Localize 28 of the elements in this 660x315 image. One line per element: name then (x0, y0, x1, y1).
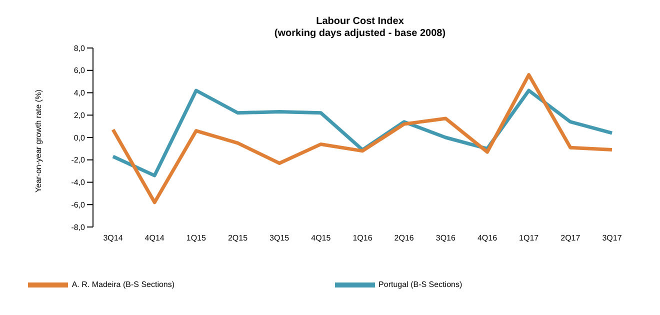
x-tick-label: 2Q15 (228, 234, 248, 243)
x-tick-label: 1Q15 (186, 234, 206, 243)
line-series (111, 73, 614, 204)
x-tick-label: 3Q15 (270, 234, 290, 243)
legend-label: Portugal (B-S Sections) (378, 280, 462, 290)
x-tick-label: 1Q16 (352, 234, 373, 243)
chart-title: Labour Cost Index (315, 16, 405, 28)
y-tick-label: -6,0 (71, 200, 86, 210)
y-tick-label: -4,0 (71, 178, 86, 188)
x-tick-label: 4Q16 (477, 234, 498, 243)
x-tick-label: 3Q16 (436, 234, 456, 243)
x-tick-label: 4Q15 (311, 234, 332, 243)
x-tick-label: 3Q17 (602, 234, 622, 243)
y-axis-title: Year-on-year growth rate (%) (34, 89, 43, 192)
x-tick-label: 4Q14 (144, 234, 165, 243)
y-tick-label: 0,0 (74, 133, 86, 142)
legend-label: A. R. Madeira (B-S Sections) (72, 280, 175, 290)
y-tick-label: 6,0 (74, 66, 86, 76)
chart-subtitle: (working days adjusted - base 2008) (273, 28, 447, 40)
y-tick-label: -2,0 (71, 156, 86, 165)
y-tick-label: 2,0 (74, 110, 86, 120)
y-tick-label: 4,0 (74, 88, 86, 98)
y-tick-label: -8,0 (71, 222, 86, 232)
x-tick-label: 2Q16 (394, 234, 414, 243)
x-tick-label: 3Q14 (103, 234, 124, 243)
y-tick-label: 8,0 (74, 44, 86, 53)
x-tick-label: 1Q17 (519, 234, 540, 243)
x-tick-label: 2Q17 (560, 234, 581, 243)
